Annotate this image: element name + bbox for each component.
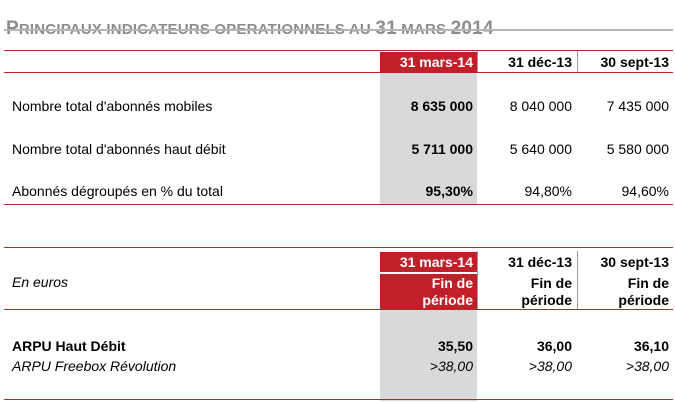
unit-label: En euros <box>12 274 69 290</box>
cell-value: 5 711 000 <box>411 141 473 157</box>
row-label: Abonnés dégroupés en % du total <box>12 183 223 199</box>
table1-header-col3: 30 sept-13 <box>600 54 669 70</box>
cell-value: 94,80% <box>524 183 572 199</box>
table1-col-separator <box>577 51 578 72</box>
cell-value: 94,60% <box>621 183 669 199</box>
cell-value: >38,00 <box>528 358 572 374</box>
page-title: PRINCIPAUX INDICATEURS OPERATIONNELS AU … <box>6 5 494 42</box>
table2-highlight-column <box>380 309 477 401</box>
table2-col-separator <box>477 251 478 309</box>
table2-subheader-col3: Fin de période <box>578 274 673 309</box>
table1-header-rule <box>4 72 673 73</box>
table1-bottom-rule <box>4 204 673 205</box>
cell-value: 5 580 000 <box>606 141 669 157</box>
row-label: Nombre total d'abonnés mobiles <box>12 98 213 114</box>
table1-header-col2: 31 déc-13 <box>508 54 572 70</box>
cell-value: 35,50 <box>437 338 473 354</box>
table1-header-col1: 31 mars-14 <box>380 52 477 72</box>
table2-header-col1: 31 mars-14 <box>380 252 477 272</box>
table2-header-col2: 31 déc-13 <box>508 254 572 270</box>
table1-col-separator <box>477 51 478 72</box>
cell-value: 8 040 000 <box>509 98 572 114</box>
table2-header-col3: 30 sept-13 <box>600 254 669 270</box>
subheader-line: Fin de <box>627 275 669 291</box>
cell-value: >38,00 <box>625 358 669 374</box>
table2-subheader-col2: Fin de période <box>480 274 576 309</box>
cell-value: 36,00 <box>536 338 572 354</box>
title-divider <box>4 29 673 31</box>
subheader-line: Fin de <box>530 275 572 291</box>
table2-bottom-rule <box>4 399 673 400</box>
title-day: 31 <box>375 18 397 39</box>
title-initial: P <box>6 18 19 39</box>
table2-subheader-col1: Fin de période <box>380 274 477 309</box>
row-label: Nombre total d'abonnés haut débit <box>12 141 226 157</box>
row-label: ARPU Freebox Révolution <box>12 358 177 374</box>
cell-value: 36,10 <box>633 338 669 354</box>
subheader-line: période <box>521 292 572 308</box>
title-year: 2014 <box>450 18 494 39</box>
cell-value: 5 640 000 <box>509 141 572 157</box>
table2-header-rule <box>4 309 673 310</box>
cell-value: 7 435 000 <box>606 98 669 114</box>
table1-top-rule <box>4 50 673 51</box>
subheader-line: période <box>618 292 669 308</box>
table1-highlight-column <box>380 72 477 204</box>
cell-value: >38,00 <box>429 358 473 374</box>
subheader-line: période <box>422 292 473 308</box>
subheader-line: Fin de <box>431 275 473 291</box>
table2-top-rule <box>4 247 673 248</box>
table2-col-separator <box>577 251 578 309</box>
row-label: ARPU Haut Débit <box>12 338 126 354</box>
cell-value: 8 635 000 <box>410 98 473 114</box>
cell-value: 95,30% <box>425 183 473 199</box>
